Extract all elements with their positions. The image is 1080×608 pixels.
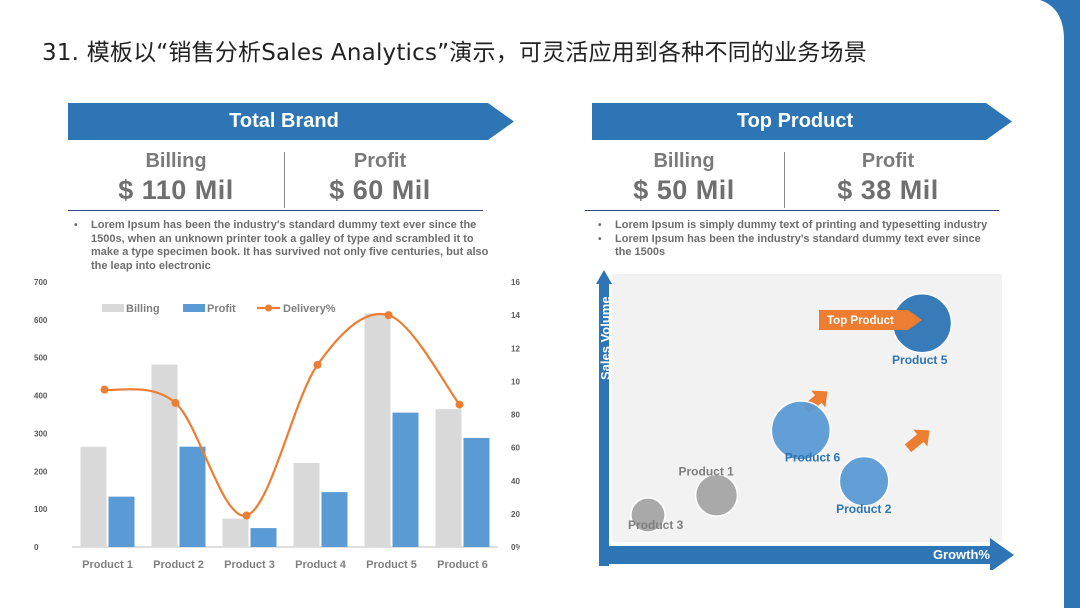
y-tick-label: 0 xyxy=(34,543,39,552)
delivery-point xyxy=(384,311,393,320)
bar-profit xyxy=(392,412,419,547)
legend-label-billing: Billing xyxy=(126,303,160,315)
delivery-point xyxy=(100,385,109,394)
billing-label: Billing xyxy=(653,150,715,172)
bubble xyxy=(694,473,739,517)
x-tick-label: Product 6 xyxy=(437,559,488,571)
total-brand-banner: Total Brand xyxy=(68,103,514,140)
delivery-point xyxy=(171,398,180,407)
x-tick-label: Product 5 xyxy=(366,559,417,571)
bar-billing xyxy=(364,313,391,547)
y-tick-label: 400 xyxy=(34,392,48,401)
y-axis-arrow xyxy=(596,270,612,566)
y-tick-label: 500 xyxy=(34,354,48,363)
y2-tick-label: 40% xyxy=(511,477,520,486)
billing-label: Billing xyxy=(145,150,207,172)
callout-text: Top Product xyxy=(827,315,894,327)
y2-tick-label: 120% xyxy=(511,344,520,353)
chart-legend: Billing Profit Delivery% xyxy=(102,303,336,315)
bubble-label: Product 5 xyxy=(892,353,948,367)
arrow-shape xyxy=(904,429,930,453)
y2-tick-label: 60% xyxy=(511,444,520,453)
legend-label-delivery: Delivery% xyxy=(283,303,336,315)
y-tick-label: 700 xyxy=(34,278,48,287)
kpi-rule-left xyxy=(68,210,483,211)
top-product-banner: Top Product xyxy=(592,103,1012,140)
y-axis-label: Sales Volume xyxy=(598,296,613,380)
kpi-rule-right xyxy=(585,210,999,211)
bubble xyxy=(838,455,890,507)
growth-arrow xyxy=(904,429,930,453)
x-tick-label: Product 2 xyxy=(153,559,204,571)
bar-profit xyxy=(250,528,277,547)
y2-tick-label: 0% xyxy=(511,543,520,552)
bar-billing xyxy=(293,462,320,547)
kpi-divider xyxy=(284,152,285,208)
right-bullets: Lorem Ipsum is simply dummy text of prin… xyxy=(592,219,997,260)
top-product-billing: Billing $ 50 Mil xyxy=(584,148,784,206)
bar-profit xyxy=(108,496,135,547)
bubble-label: Product 3 xyxy=(628,518,684,532)
profit-value: $ 38 Mil xyxy=(837,175,939,205)
y2-tick-label: 100% xyxy=(511,377,520,386)
top-product-profit: Profit $ 38 Mil xyxy=(788,148,988,206)
x-tick-label: Product 1 xyxy=(82,559,133,571)
callout-shape xyxy=(819,310,922,330)
y2-tick-label: 160% xyxy=(511,278,520,287)
delivery-point xyxy=(455,400,464,409)
x-tick-label: Product 4 xyxy=(295,559,347,571)
kpi-divider xyxy=(784,152,785,208)
bullet-item: Lorem Ipsum has been the industry's stan… xyxy=(592,233,997,260)
bubble-label: Product 2 xyxy=(836,502,892,516)
bar-profit xyxy=(321,492,348,547)
y-tick-label: 300 xyxy=(34,429,48,438)
y2-tick-label: 140% xyxy=(511,311,520,320)
legend-label-profit: Profit xyxy=(207,303,236,315)
profit-label: Profit xyxy=(353,150,407,172)
legend-swatch-profit xyxy=(183,304,205,312)
bullet-item: Lorem Ipsum has been the industry's stan… xyxy=(68,219,493,273)
y2-tick-label: 80% xyxy=(511,411,520,420)
bullet-item: Lorem Ipsum is simply dummy text of prin… xyxy=(592,219,997,233)
total-brand-billing: Billing $ 110 Mil xyxy=(76,148,276,206)
profit-value: $ 60 Mil xyxy=(329,175,431,205)
bar-profit xyxy=(463,437,490,547)
profit-label: Profit xyxy=(861,150,915,172)
combo-chart: 0 100 200 300 400 500 600 700 0% 20% 40% 60% 80% 100%… xyxy=(34,278,520,571)
y2-tick-label: 20% xyxy=(511,510,520,519)
bubble xyxy=(630,497,666,533)
total-brand-profit: Profit $ 60 Mil xyxy=(280,148,480,206)
bubble-label: Product 1 xyxy=(679,464,735,478)
slide-title: 31. 模板以“销售分析Sales Analytics”演示，可灵活应用到各种不… xyxy=(42,40,867,66)
x-axis-arrow xyxy=(599,538,1014,570)
bar-billing xyxy=(80,446,107,547)
y-tick-label: 100 xyxy=(34,505,48,514)
bubble xyxy=(770,400,832,461)
bar-profit xyxy=(179,446,206,547)
bubble-label: Product 6 xyxy=(785,450,841,464)
total-brand-title: Total Brand xyxy=(229,110,339,132)
billing-value: $ 110 Mil xyxy=(118,175,234,205)
bubble-chart: Sales Volume Growth% Product 3 Product 1 Pro… xyxy=(596,270,1014,570)
x-tick-label: Product 3 xyxy=(224,559,275,571)
y-tick-label: 600 xyxy=(34,316,48,325)
top-product-kpis: Billing $ 50 Mil Profit $ 38 Mil xyxy=(584,148,1000,212)
delivery-point xyxy=(313,360,322,369)
left-bullets: Lorem Ipsum has been the industry's stan… xyxy=(68,219,493,273)
bar-billing xyxy=(435,409,462,547)
legend-swatch-billing xyxy=(102,304,124,312)
top-product-callout: Top Product xyxy=(819,310,922,330)
bar-billing xyxy=(222,518,249,547)
legend-marker-delivery xyxy=(265,304,272,312)
corner-accent xyxy=(1040,0,1080,608)
delivery-point xyxy=(242,511,251,520)
total-brand-kpis: Billing $ 110 Mil Profit $ 60 Mil xyxy=(68,148,488,212)
billing-value: $ 50 Mil xyxy=(633,175,735,205)
top-product-title: Top Product xyxy=(736,110,854,132)
x-axis-label: Growth% xyxy=(933,547,990,562)
y-tick-label: 200 xyxy=(34,467,48,476)
